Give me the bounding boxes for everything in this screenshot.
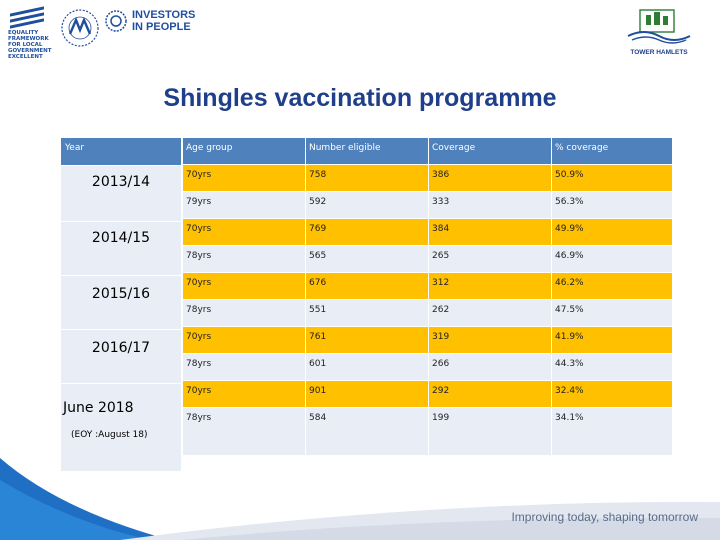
- header-year: Year: [61, 138, 181, 165]
- page-title: Shingles vaccination programme: [163, 84, 557, 112]
- cell-percent-coverage: 44.3%: [552, 354, 672, 380]
- cell-coverage: 199: [429, 408, 551, 455]
- cell-percent-coverage: 32.4%: [552, 381, 672, 407]
- cell-coverage: 262: [429, 300, 551, 326]
- cell-age-group: 78yrs: [183, 246, 305, 272]
- year-column: Year 2013/14 2014/15 2015/16 2016/17 Jun…: [61, 138, 181, 471]
- table-row: 70yrs 761 319 41.9%: [183, 327, 673, 354]
- cell-coverage: 292: [429, 381, 551, 407]
- cell-number-eligible: 584: [306, 408, 428, 455]
- cell-age-group: 79yrs: [183, 192, 305, 218]
- year-sublabel: (EOY :August 18): [71, 430, 148, 440]
- cell-percent-coverage: 41.9%: [552, 327, 672, 353]
- year-block: 2014/15: [61, 221, 181, 275]
- cell-number-eligible: 676: [306, 273, 428, 299]
- year-block: 2015/16: [61, 275, 181, 329]
- cell-number-eligible: 601: [306, 354, 428, 380]
- header-number-eligible: Number eligible: [306, 138, 428, 164]
- logo-bar: EQUALITY FRAMEWORK FOR LOCAL GOVERNMENT …: [0, 0, 720, 70]
- year-block: 2013/14: [61, 165, 181, 221]
- cell-age-group: 70yrs: [183, 273, 305, 299]
- year-label: 2013/14: [91, 174, 151, 190]
- investors-rosette-icon: [105, 10, 127, 32]
- header-coverage: Coverage: [429, 138, 551, 164]
- cell-percent-coverage: 34.1%: [552, 408, 672, 455]
- cell-coverage: 319: [429, 327, 551, 353]
- cell-percent-coverage: 46.9%: [552, 246, 672, 272]
- positive-about-disabled-people-logo: [61, 9, 99, 47]
- cell-number-eligible: 565: [306, 246, 428, 272]
- year-label: 2014/15: [91, 230, 151, 246]
- table-row: 79yrs 592 333 56.3%: [183, 192, 673, 219]
- cell-number-eligible: 901: [306, 381, 428, 407]
- table-header-row: Age group Number eligible Coverage % cov…: [183, 138, 673, 165]
- cell-percent-coverage: 50.9%: [552, 165, 672, 191]
- cell-age-group: 78yrs: [183, 354, 305, 380]
- cell-age-group: 78yrs: [183, 300, 305, 326]
- table-row: 78yrs 565 265 46.9%: [183, 246, 673, 273]
- table-row: 70yrs 769 384 49.9%: [183, 219, 673, 246]
- cell-coverage: 266: [429, 354, 551, 380]
- cell-percent-coverage: 46.2%: [552, 273, 672, 299]
- footer-wave-decoration: [0, 458, 720, 540]
- coverage-table: Age group Number eligible Coverage % cov…: [183, 138, 673, 456]
- cell-number-eligible: 761: [306, 327, 428, 353]
- table-row: 78yrs 601 266 44.3%: [183, 354, 673, 381]
- table-row: 70yrs 901 292 32.4%: [183, 381, 673, 408]
- cell-age-group: 78yrs: [183, 408, 305, 455]
- equality-mark-icon: [8, 6, 48, 29]
- cell-number-eligible: 551: [306, 300, 428, 326]
- cell-coverage: 333: [429, 192, 551, 218]
- cell-coverage: 384: [429, 219, 551, 245]
- header-percent-coverage: % coverage: [552, 138, 672, 164]
- cell-percent-coverage: 47.5%: [552, 300, 672, 326]
- cell-number-eligible: 769: [306, 219, 428, 245]
- cell-percent-coverage: 49.9%: [552, 219, 672, 245]
- cell-age-group: 70yrs: [183, 219, 305, 245]
- year-label: June 2018: [63, 400, 134, 416]
- year-block: 2016/17: [61, 329, 181, 383]
- year-label: 2015/16: [91, 286, 151, 302]
- cell-age-group: 70yrs: [183, 165, 305, 191]
- table-row: 78yrs 551 262 47.5%: [183, 300, 673, 327]
- year-block: June 2018 (EOY :August 18): [61, 383, 181, 471]
- investors-in-people-logo: INVESTORS IN PEOPLE: [104, 9, 195, 33]
- tower-hamlets-emblem-icon: [627, 9, 691, 44]
- cell-coverage: 312: [429, 273, 551, 299]
- equality-framework-logo: EQUALITY FRAMEWORK FOR LOCAL GOVERNMENT …: [8, 6, 56, 60]
- table-row: 78yrs 584 199 34.1%: [183, 408, 673, 456]
- cell-coverage: 386: [429, 165, 551, 191]
- cell-coverage: 265: [429, 246, 551, 272]
- cell-age-group: 70yrs: [183, 381, 305, 407]
- cell-age-group: 70yrs: [183, 327, 305, 353]
- footer-tagline: Improving today, shaping tomorrow: [511, 510, 698, 524]
- header-age-group: Age group: [183, 138, 305, 164]
- year-label: 2016/17: [91, 340, 151, 356]
- tower-hamlets-logo: TOWER HAMLETS: [614, 6, 704, 56]
- cell-percent-coverage: 56.3%: [552, 192, 672, 218]
- table-row: 70yrs 758 386 50.9%: [183, 165, 673, 192]
- table-row: 70yrs 676 312 46.2%: [183, 273, 673, 300]
- cell-number-eligible: 592: [306, 192, 428, 218]
- cell-number-eligible: 758: [306, 165, 428, 191]
